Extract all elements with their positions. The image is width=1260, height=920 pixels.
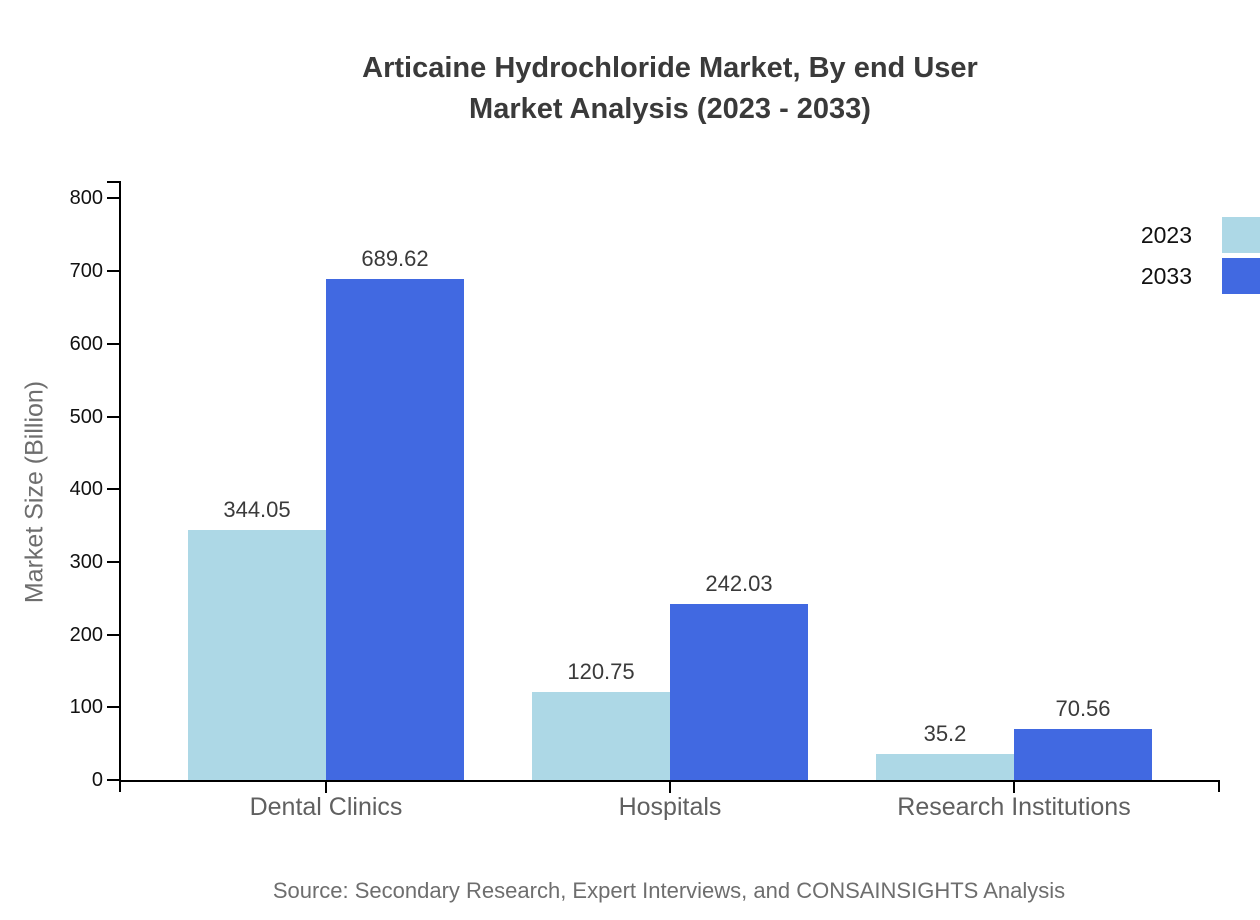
- y-tick-label-200: 200: [69, 624, 103, 646]
- chart-title-line1: Articaine Hydrochloride Market, By end U…: [362, 52, 978, 84]
- bar-2033-hospitals: [670, 604, 808, 780]
- y-tick-mark-500: [107, 416, 120, 418]
- value-label-2033-hospitals: 242.03: [705, 571, 773, 596]
- y-tick-label-0: 0: [91, 769, 103, 791]
- category-label-hospitals: Hospitals: [618, 793, 722, 821]
- y-tick-label-800: 800: [69, 187, 103, 209]
- value-label-2033-research-institutions: 70.56: [1055, 696, 1111, 721]
- x-tick-mark-dental-clinics: [325, 780, 327, 793]
- y-tick-mark-0: [107, 779, 120, 781]
- category-label-dental-clinics: Dental Clinics: [249, 793, 403, 821]
- value-label-2023-dental-clinics: 344.05: [223, 497, 291, 522]
- x-tick-mark-hospitals: [669, 780, 671, 793]
- value-label-2023-hospitals: 120.75: [567, 659, 635, 684]
- y-tick-mark-200: [107, 634, 120, 636]
- y-tick-label-100: 100: [69, 696, 103, 718]
- legend-label-2023: 2023: [1140, 221, 1192, 248]
- legend: 2023 2033: [1141, 217, 1260, 299]
- y-tick-mark-600: [107, 343, 120, 345]
- y-tick-mark-800: [107, 197, 120, 199]
- y-tick-label-300: 300: [69, 551, 103, 573]
- source-note: Source: Secondary Research, Expert Inter…: [272, 878, 1066, 903]
- y-tick-label-700: 700: [69, 260, 103, 282]
- legend-label-2033: 2033: [1140, 262, 1192, 289]
- y-tick-label-500: 500: [69, 406, 103, 428]
- bar-2033-research-institutions: [1014, 729, 1152, 780]
- bar-2023-dental-clinics: [188, 530, 326, 780]
- y-tick-mark-100: [107, 706, 120, 708]
- y-tick-label-400: 400: [69, 478, 103, 500]
- value-label-2033-dental-clinics: 689.62: [361, 246, 429, 271]
- y-tick-label-600: 600: [69, 333, 103, 355]
- legend-swatch-2033: [1222, 258, 1260, 294]
- y-tick-mark-700: [107, 270, 120, 272]
- bar-2033-dental-clinics: [326, 279, 464, 780]
- chart-title: Articaine Hydrochloride Market, By end U…: [80, 48, 1260, 130]
- y-tick-mark-400: [107, 488, 120, 490]
- legend-row-2023: 2023: [1141, 217, 1260, 253]
- category-label-research-institutions: Research Institutions: [897, 793, 1131, 821]
- y-axis-line: [119, 181, 121, 792]
- chart-title-line2: Market Analysis (2023 - 2033): [469, 93, 871, 125]
- value-label-2023-research-institutions: 35.2: [923, 721, 967, 746]
- legend-row-2033: 2033: [1141, 258, 1260, 294]
- legend-swatch-2023: [1222, 217, 1260, 253]
- bar-2023-research-institutions: [876, 754, 1014, 780]
- y-tick-mark-300: [107, 561, 120, 563]
- bar-2023-hospitals: [532, 692, 670, 780]
- x-axis-end-cap: [1218, 780, 1220, 792]
- x-tick-mark-research-institutions: [1013, 780, 1015, 793]
- y-axis-top-cap: [107, 181, 120, 183]
